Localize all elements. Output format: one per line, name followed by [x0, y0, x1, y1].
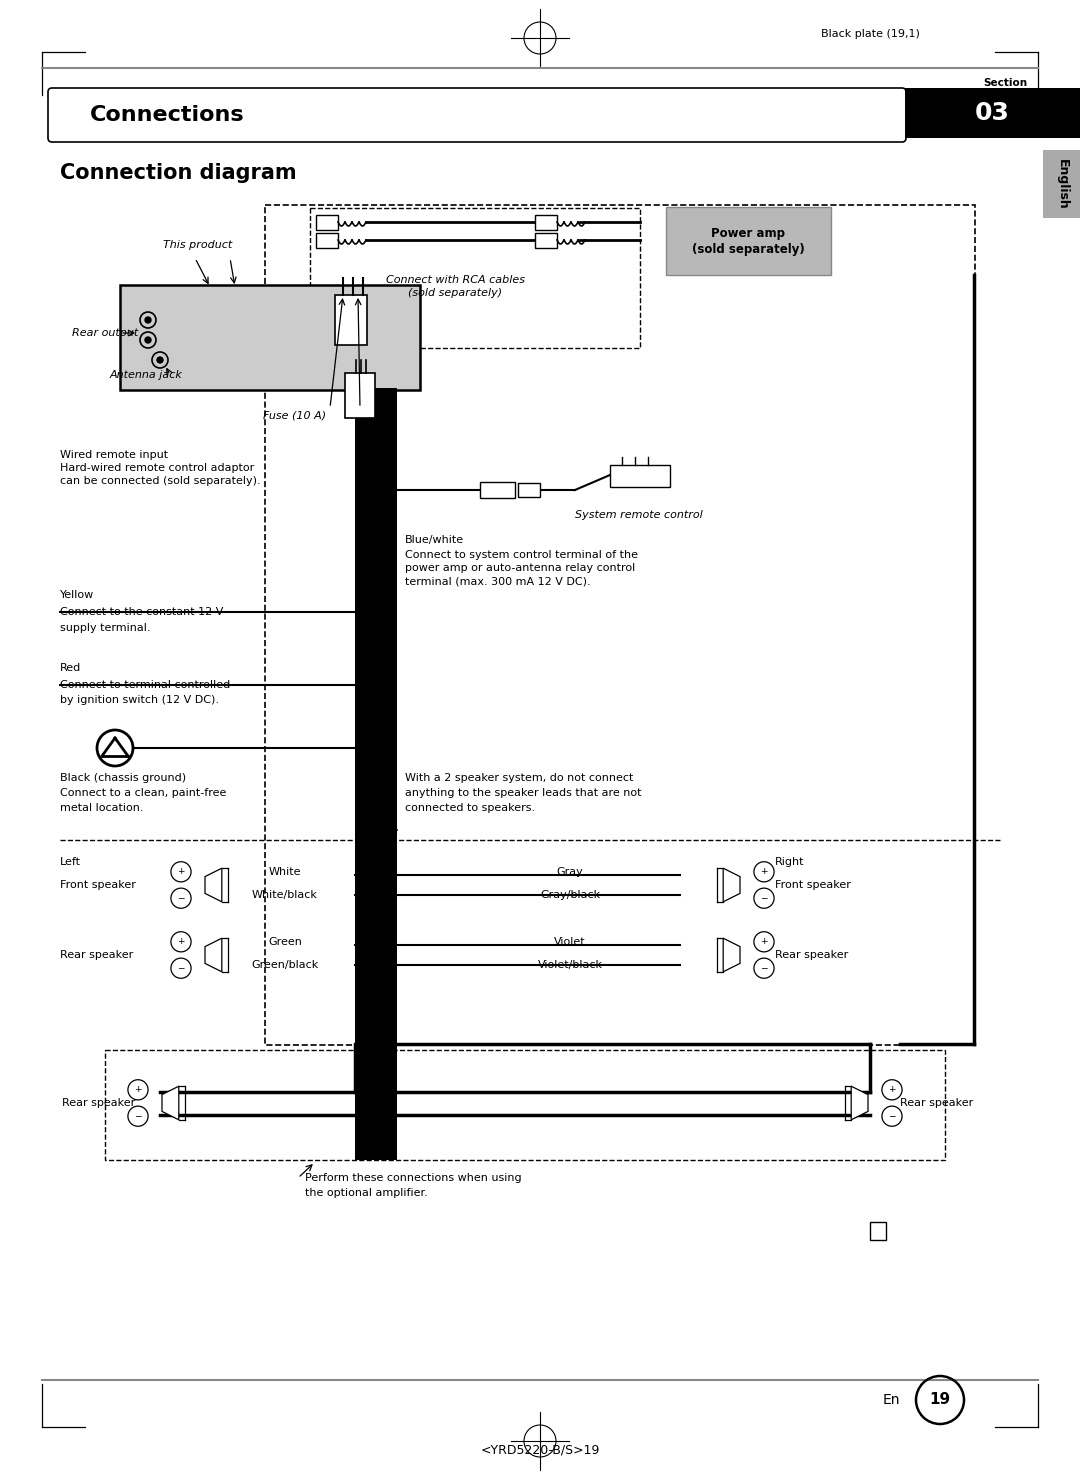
Text: Violet/black: Violet/black [538, 960, 603, 970]
Text: Rear speaker: Rear speaker [62, 1097, 135, 1108]
Text: −: − [177, 893, 185, 902]
Text: Green: Green [268, 938, 302, 947]
Text: This product: This product [163, 240, 232, 250]
Text: Wired remote input: Wired remote input [60, 450, 168, 460]
Polygon shape [724, 868, 740, 902]
Text: Connect with RCA cables: Connect with RCA cables [386, 275, 525, 285]
Text: −: − [760, 964, 768, 973]
Text: −: − [760, 893, 768, 902]
Text: −: − [888, 1112, 895, 1121]
Text: Black plate (19,1): Black plate (19,1) [821, 30, 919, 38]
Circle shape [157, 356, 163, 362]
Text: Connection diagram: Connection diagram [60, 163, 297, 183]
Text: Green/black: Green/black [252, 960, 319, 970]
Text: Black (chassis ground): Black (chassis ground) [60, 774, 186, 782]
Text: Rear output: Rear output [72, 328, 138, 339]
Text: En: En [882, 1393, 900, 1407]
Text: Section: Section [983, 78, 1027, 87]
Text: connected to speakers.: connected to speakers. [405, 803, 535, 813]
Text: 19: 19 [930, 1393, 950, 1408]
Text: +: + [760, 867, 768, 876]
Text: Yellow: Yellow [60, 590, 94, 600]
Text: supply terminal.: supply terminal. [60, 623, 150, 633]
Text: Connect to terminal controlled: Connect to terminal controlled [60, 680, 230, 691]
Text: −: − [134, 1112, 141, 1121]
Text: can be connected (sold separately).: can be connected (sold separately). [60, 476, 260, 487]
Text: Hard-wired remote control adaptor: Hard-wired remote control adaptor [60, 463, 254, 473]
Text: (sold separately): (sold separately) [691, 244, 805, 256]
Bar [316, 214, 338, 231]
Text: With a 2 speaker system, do not connect: With a 2 speaker system, do not connect [405, 774, 633, 782]
Text: Connect to system control terminal of the: Connect to system control terminal of th… [405, 550, 638, 561]
Bar [870, 1222, 886, 1239]
Bar [610, 464, 670, 487]
Text: Connect to the constant 12 V: Connect to the constant 12 V [60, 606, 224, 617]
Text: anything to the speaker leads that are not: anything to the speaker leads that are n… [405, 788, 642, 799]
Text: Connections: Connections [90, 105, 245, 126]
Bar [518, 484, 540, 497]
Bar [355, 1044, 397, 1160]
Text: +: + [177, 867, 185, 876]
Bar [335, 294, 367, 345]
Text: the optional amplifier.: the optional amplifier. [305, 1188, 428, 1198]
FancyBboxPatch shape [48, 87, 906, 142]
Bar [535, 214, 557, 231]
Text: Rear speaker: Rear speaker [775, 950, 848, 960]
Text: Front speaker: Front speaker [60, 880, 136, 890]
Text: by ignition switch (12 V DC).: by ignition switch (12 V DC). [60, 695, 219, 705]
Bar [316, 234, 338, 248]
Text: Right: Right [775, 856, 805, 867]
Bar [535, 234, 557, 248]
Bar [355, 387, 397, 1049]
Text: Gray: Gray [556, 867, 583, 877]
Bar [905, 87, 1080, 138]
Bar [120, 285, 420, 390]
Text: +: + [760, 938, 768, 947]
Bar [666, 207, 831, 275]
Bar [105, 1050, 945, 1160]
Text: White: White [269, 867, 301, 877]
Text: English: English [1055, 158, 1068, 210]
Text: −: − [177, 964, 185, 973]
Polygon shape [724, 938, 740, 972]
Circle shape [145, 317, 151, 322]
Polygon shape [851, 1086, 868, 1120]
Text: metal location.: metal location. [60, 803, 144, 813]
Bar [480, 482, 515, 498]
Bar [345, 373, 375, 419]
Text: Gray/black: Gray/black [540, 890, 600, 901]
Polygon shape [162, 1086, 179, 1120]
Text: Power amp: Power amp [711, 226, 785, 240]
Text: +: + [888, 1086, 895, 1094]
Bar [1043, 149, 1080, 217]
Text: Perform these connections when using: Perform these connections when using [305, 1173, 522, 1183]
Text: 03: 03 [974, 101, 1010, 126]
Text: +: + [134, 1086, 141, 1094]
Polygon shape [205, 868, 221, 902]
Polygon shape [205, 938, 221, 972]
Text: +: + [177, 938, 185, 947]
Text: power amp or auto-antenna relay control: power amp or auto-antenna relay control [405, 563, 635, 572]
Text: Red: Red [60, 663, 81, 673]
Text: System remote control: System remote control [575, 510, 703, 521]
Circle shape [145, 337, 151, 343]
Text: Rear speaker: Rear speaker [900, 1097, 973, 1108]
Text: Rear speaker: Rear speaker [60, 950, 133, 960]
Bar [310, 209, 640, 348]
Text: Violet: Violet [554, 938, 585, 947]
Text: Left: Left [60, 856, 81, 867]
Text: Front speaker: Front speaker [775, 880, 851, 890]
Text: Blue/white: Blue/white [405, 535, 464, 544]
Text: Antenna jack: Antenna jack [110, 370, 183, 380]
Text: White/black: White/black [252, 890, 318, 901]
Text: Connect to a clean, paint-free: Connect to a clean, paint-free [60, 788, 227, 799]
Text: <YRD5220-B/S>19: <YRD5220-B/S>19 [481, 1444, 599, 1457]
Text: Fuse (10 A): Fuse (10 A) [264, 410, 326, 420]
Bar [265, 206, 975, 1046]
Text: terminal (max. 300 mA 12 V DC).: terminal (max. 300 mA 12 V DC). [405, 575, 591, 586]
Text: (sold separately): (sold separately) [408, 288, 502, 297]
